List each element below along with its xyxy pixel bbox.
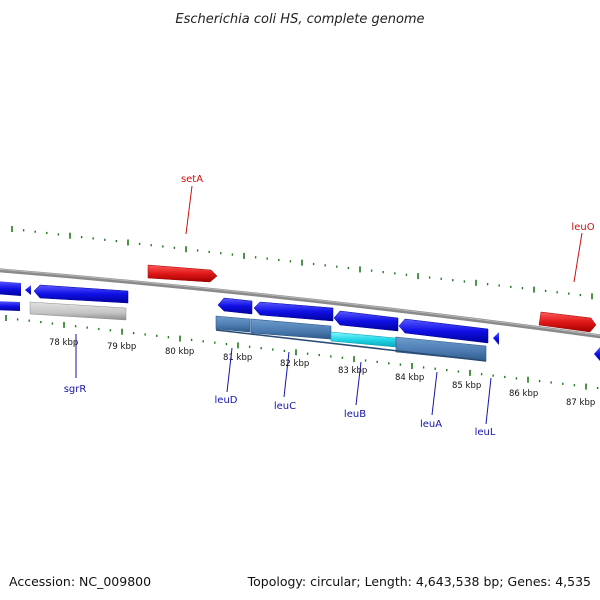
label-leuB[interactable]: leuB: [344, 409, 366, 420]
gene-left-edge[interactable]: [0, 281, 21, 296]
scale-label: 78 kbp: [49, 338, 78, 348]
reverse-labels: sgrR leuD leuC leuB leuA leuL: [64, 334, 496, 438]
leader-leuL: [485, 377, 492, 425]
scale-labels: 78 kbp 79 kbp 80 kbp 81 kbp 82 kbp 83 kb…: [49, 338, 595, 408]
reverse-strand: [0, 281, 600, 361]
gene-pseudo[interactable]: [29, 301, 127, 321]
operon-features: [215, 315, 487, 362]
gene-leuL[interactable]: [493, 332, 499, 345]
label-leuD[interactable]: leuD: [215, 395, 238, 406]
leader-leuO: [573, 232, 583, 283]
scale-label: 86 kbp: [509, 389, 538, 399]
leader-leuB: [355, 361, 362, 406]
scale-label: 81 kbp: [223, 353, 252, 363]
map-title: Escherichia coli HS, complete genome: [175, 12, 424, 27]
forward-strand: [147, 264, 597, 333]
upper-tick-row: [11, 226, 593, 300]
operon-bar-1[interactable]: [215, 315, 251, 333]
label-leuL[interactable]: leuL: [475, 427, 496, 438]
gene-sgrR[interactable]: [33, 284, 129, 304]
label-leuO[interactable]: leuO: [571, 222, 594, 233]
gene-right-edge[interactable]: [594, 347, 600, 361]
label-sgrR[interactable]: sgrR: [64, 384, 87, 395]
scale-label: 83 kbp: [338, 366, 367, 376]
label-leuC[interactable]: leuC: [274, 401, 296, 412]
operon-bar-shadow: [215, 329, 487, 362]
accession-text: Accession: NC_009800: [9, 574, 151, 589]
gene-left-lower[interactable]: [0, 301, 20, 311]
gene-leuB[interactable]: [333, 310, 399, 332]
genome-backbone-highlight: [0, 268, 600, 336]
scale-label: 79 kbp: [107, 342, 136, 352]
gene-leuA[interactable]: [398, 318, 489, 344]
genome-backbone: [0, 268, 600, 339]
genome-summary-text: Topology: circular; Length: 4,643,538 bp…: [247, 574, 591, 589]
gene-left-small[interactable]: [25, 285, 31, 295]
forward-labels: setA leuO: [181, 174, 595, 283]
leader-setA: [185, 185, 193, 235]
gene-leuD[interactable]: [217, 297, 253, 315]
scale-label: 87 kbp: [566, 398, 595, 408]
scale-label: 84 kbp: [395, 373, 424, 383]
gene-leuC[interactable]: [253, 301, 334, 322]
leader-leuA: [431, 371, 438, 416]
label-leuA[interactable]: leuA: [420, 419, 442, 430]
scale-label: 82 kbp: [280, 359, 309, 369]
leader-leuC: [283, 351, 290, 398]
gene-setA[interactable]: [147, 264, 218, 283]
label-setA[interactable]: setA: [181, 174, 203, 185]
leader-leuD: [226, 347, 233, 393]
lower-tick-row: [5, 315, 599, 390]
scale-label: 85 kbp: [452, 381, 481, 391]
gene-leuO[interactable]: [538, 311, 597, 333]
scale-label: 80 kbp: [165, 347, 194, 357]
